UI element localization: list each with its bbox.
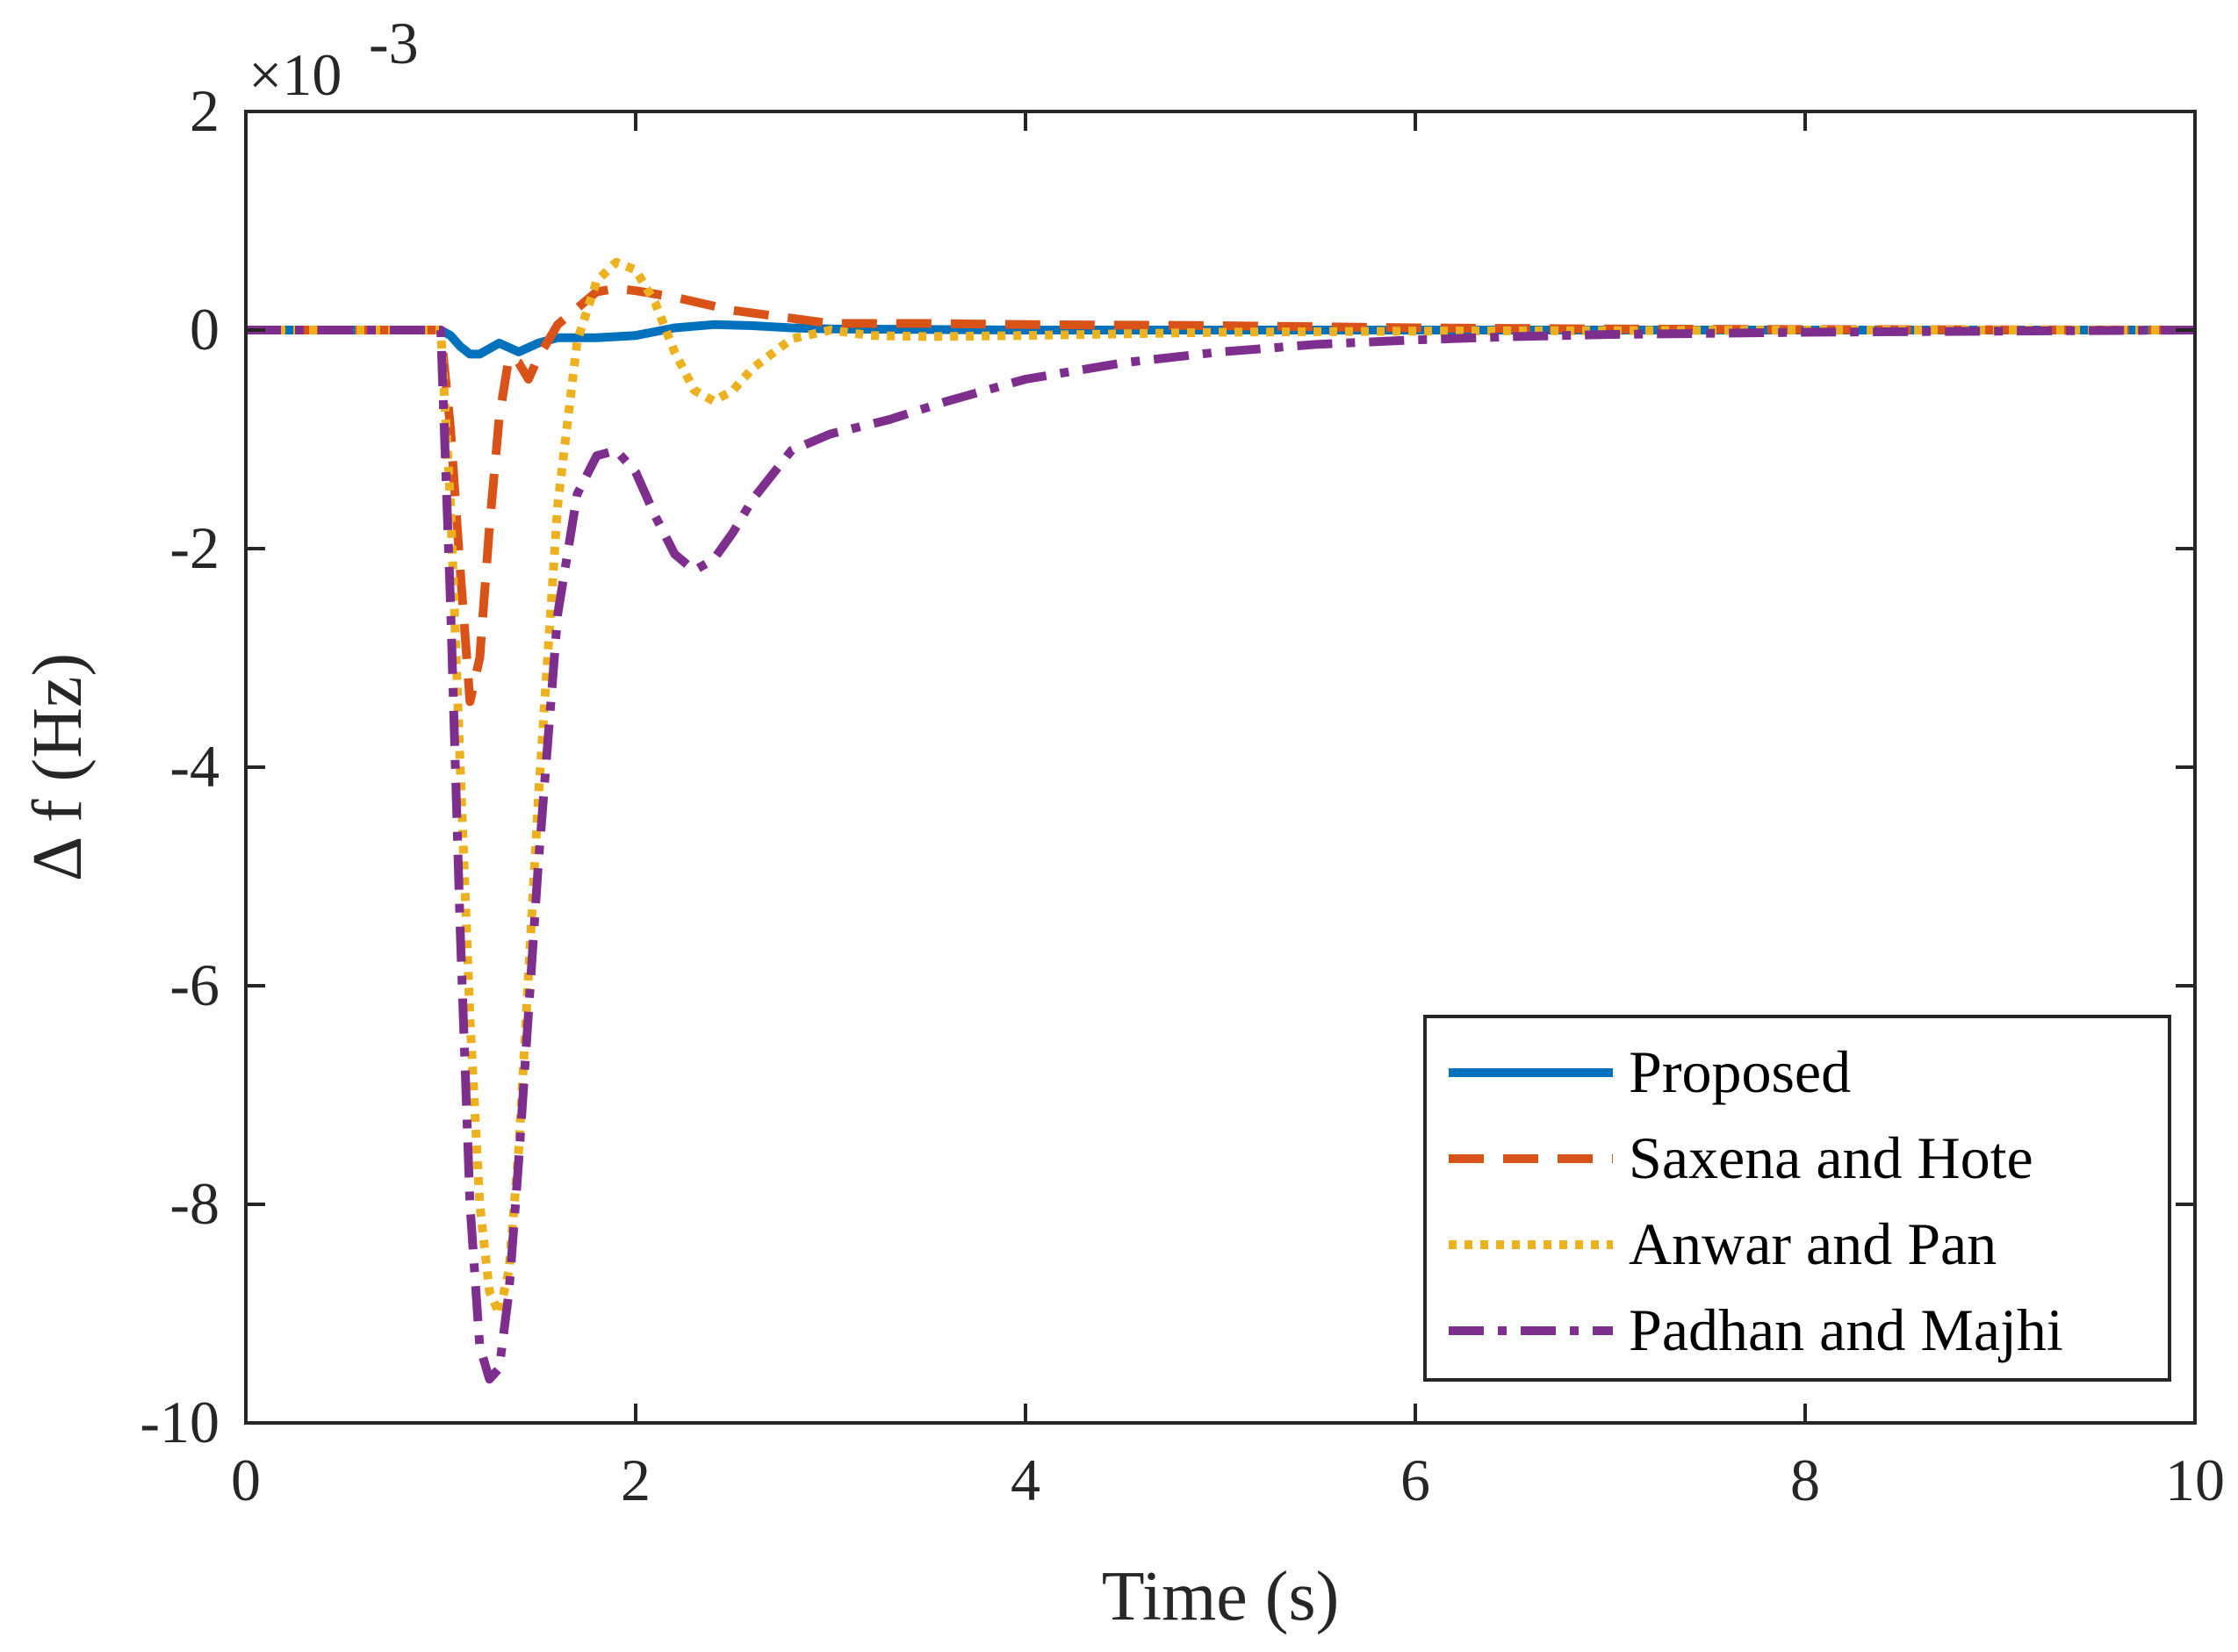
y-tick-label: -4 xyxy=(169,733,219,800)
x-tick-label: 2 xyxy=(621,1447,651,1513)
legend: Proposed Saxena and Hote Anwar and Pan Padh… xyxy=(1423,1015,2171,1382)
x-tick-label: 8 xyxy=(1790,1447,1820,1513)
legend-label: Saxena and Hote xyxy=(1629,1124,2033,1191)
legend-label: Anwar and Pan xyxy=(1629,1210,1997,1277)
series-line-saxena-and-hote xyxy=(246,284,2196,707)
x-tick-label: 0 xyxy=(231,1447,261,1513)
exponent-power: -3 xyxy=(369,10,419,76)
exponent-label: ×10 xyxy=(248,41,342,108)
y-axis-title: Δ f (Hz) xyxy=(19,653,97,881)
legend-label: Proposed xyxy=(1629,1038,1851,1105)
y-tick-label: 2 xyxy=(190,77,219,144)
series-line-padhan-and-majhi xyxy=(246,326,2196,1384)
x-tick-label: 10 xyxy=(2165,1447,2225,1513)
y-tick-label: -10 xyxy=(140,1389,219,1455)
legend-label: Padhan and Majhi xyxy=(1629,1296,2063,1363)
ticks-layer: 0 2 4 6 8 10 2 0 -2 -4 -6 -8 -10 xyxy=(140,77,2225,1513)
y-tick-label: 0 xyxy=(190,296,219,363)
series-line-proposed xyxy=(246,320,2195,359)
y-tick-label: -8 xyxy=(169,1170,219,1237)
y-tick-label: -6 xyxy=(169,952,219,1018)
y-tick-label: -2 xyxy=(169,514,219,581)
x-axis-title: Time (s) xyxy=(1102,1558,1339,1635)
x-tick-label: 4 xyxy=(1011,1447,1040,1513)
x-tick-label: 6 xyxy=(1400,1447,1430,1513)
series-layer xyxy=(246,257,2196,1384)
